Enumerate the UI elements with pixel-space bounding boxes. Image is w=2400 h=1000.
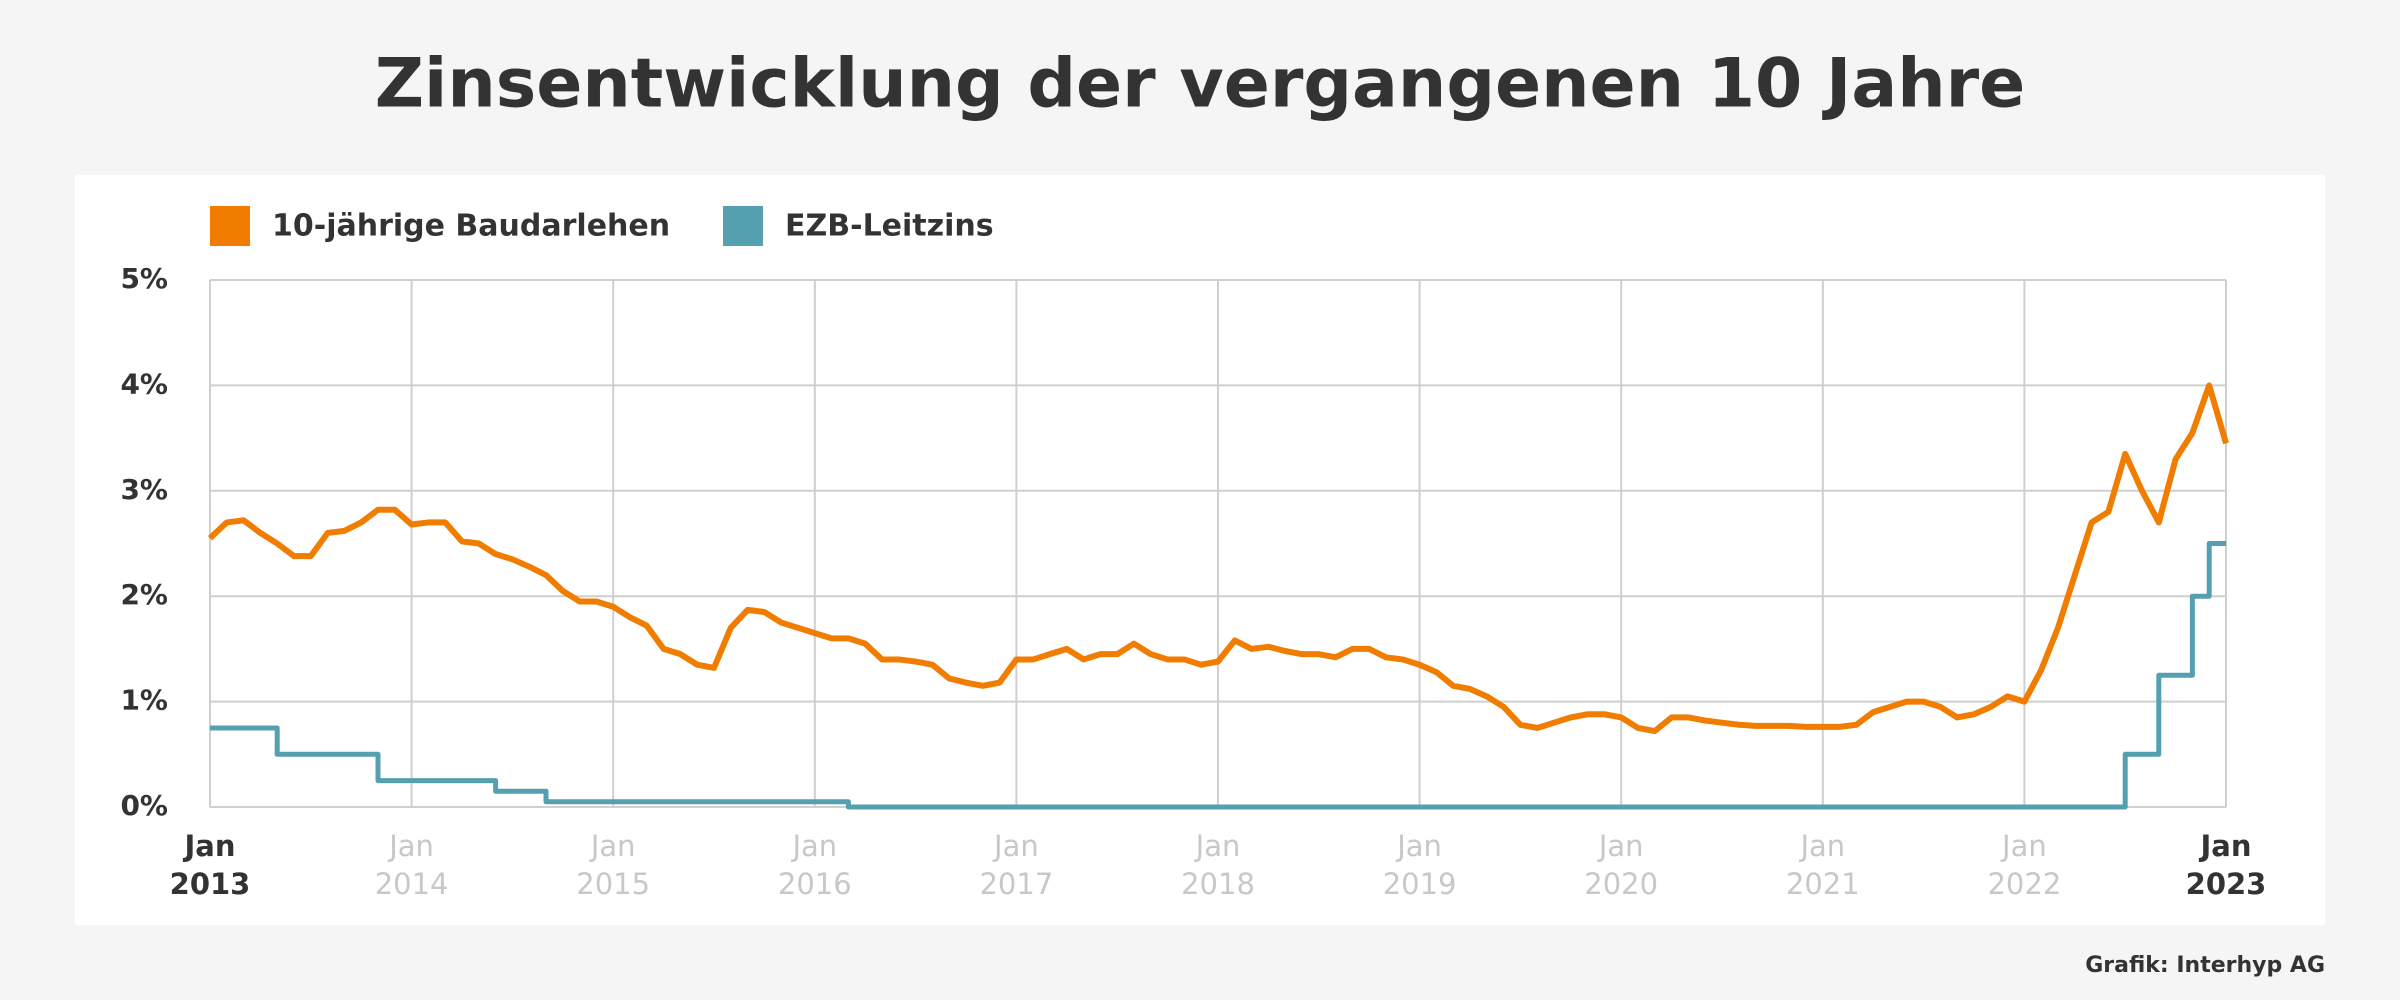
y-tick-label: 3% xyxy=(120,473,168,506)
legend-swatch xyxy=(723,206,763,246)
x-tick-label: Jan xyxy=(992,829,1039,863)
y-tick-label: 1% xyxy=(120,684,168,717)
x-tick-label: 2020 xyxy=(1584,867,1658,901)
legend-swatch xyxy=(210,206,250,246)
y-tick-label: 0% xyxy=(120,789,168,822)
x-tick-label: Jan xyxy=(2198,829,2251,863)
x-tick-label: Jan xyxy=(790,829,837,863)
y-tick-label: 2% xyxy=(120,578,168,611)
x-tick-label: 2018 xyxy=(1181,867,1255,901)
x-tick-label: Jan xyxy=(1798,829,1845,863)
chart-panel xyxy=(75,175,2325,925)
source: Grafik: Interhyp AG xyxy=(2085,953,2325,978)
x-tick-label: 2022 xyxy=(1987,867,2061,901)
series-line xyxy=(207,382,2229,735)
x-tick-label: Jan xyxy=(1194,829,1241,863)
y-tick-label: 5% xyxy=(120,262,168,295)
x-tick-label: 2014 xyxy=(375,867,449,901)
x-tick-label: Jan xyxy=(182,829,235,863)
x-tick-label: Jan xyxy=(1395,829,1442,863)
x-tick-label: 2017 xyxy=(979,867,1053,901)
x-tick-label: Jan xyxy=(1597,829,1644,863)
x-tick-label: 2021 xyxy=(1786,867,1860,901)
x-tick-label: 2023 xyxy=(2186,867,2267,901)
legend-label: 10-jährige Baudarlehen xyxy=(272,209,670,244)
series-line xyxy=(210,541,2226,810)
x-tick-label: Jan xyxy=(2000,829,2047,863)
x-tick-label: 2015 xyxy=(576,867,650,901)
legend-label: EZB-Leitzins xyxy=(785,209,994,244)
x-tick-label: 2013 xyxy=(170,867,251,901)
x-tick-label: 2019 xyxy=(1383,867,1457,901)
y-tick-label: 4% xyxy=(120,367,168,400)
chart-title: Zinsentwicklung der vergangenen 10 Jahre xyxy=(375,45,2026,124)
x-tick-label: 2016 xyxy=(778,867,852,901)
x-tick-label: Jan xyxy=(387,829,434,863)
x-tick-label: Jan xyxy=(589,829,636,863)
